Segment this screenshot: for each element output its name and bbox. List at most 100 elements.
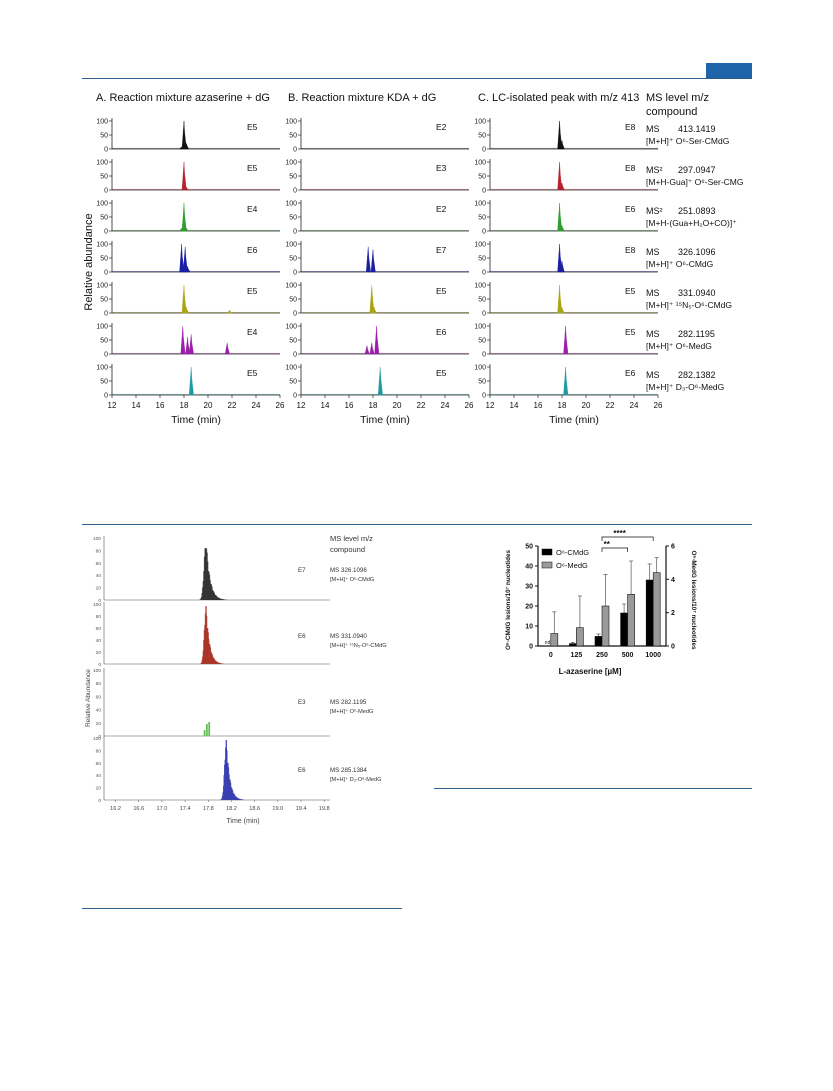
bar-y2-tick-label: 2 <box>671 610 675 617</box>
x-tick-label: 20 <box>204 401 213 410</box>
y-tick-label: 50 <box>100 297 108 304</box>
compound-label: [M+H]⁺ O⁶-CMdG <box>646 259 713 269</box>
chromatogram-peak <box>374 325 380 355</box>
figure-top: A. Reaction mixture azaserine + dG B. Re… <box>0 0 833 440</box>
y-tick-label: 0 <box>104 270 108 277</box>
chromatogram-peak <box>559 140 565 150</box>
y-tick-label: 0 <box>482 188 486 195</box>
y-tick-label: 0 <box>293 393 297 400</box>
left-y-tick-label: 60 <box>96 626 102 632</box>
left-y-tick-label: 60 <box>96 761 102 767</box>
scan-event-label: E4 <box>247 204 258 214</box>
y-tick-label: 50 <box>478 256 486 263</box>
y-tick-label: 100 <box>96 242 108 249</box>
left-peak-bar <box>205 724 208 736</box>
scan-event-label: E5 <box>625 327 636 337</box>
chromatogram-peak <box>563 366 569 396</box>
bar-x-tick-label: 250 <box>596 652 608 659</box>
scan-event-label: E4 <box>247 327 258 337</box>
scan-event-label: E2 <box>436 122 447 132</box>
chromatogram-peak <box>181 161 187 191</box>
y-tick-label: 100 <box>474 242 486 249</box>
left-y-tick-label: 100 <box>93 602 101 608</box>
left-legend-line1: MS level m/z <box>330 534 373 543</box>
scan-event-label: E2 <box>436 204 447 214</box>
compound-label: [M+H]⁺ O⁶-MedG <box>646 341 712 351</box>
x-axis-label: Time (min) <box>549 414 599 426</box>
y-tick-label: 50 <box>289 133 297 140</box>
y-tick-label: 100 <box>96 324 108 331</box>
ms-level: MS <box>646 329 660 339</box>
left-compound: [M+H]⁺ O⁶-MedG <box>330 708 373 715</box>
bar-medg <box>576 627 584 647</box>
chromatogram-peak <box>180 325 186 355</box>
scan-event-label: E6 <box>625 204 636 214</box>
bar-x-axis-label: L-azaserine [µM] <box>559 667 622 676</box>
mz-value: 282.1195 <box>678 329 715 339</box>
y-tick-label: 0 <box>482 311 486 318</box>
left-y-tick-label: 80 <box>96 681 102 687</box>
y-tick-label: 0 <box>293 229 297 236</box>
legend-header-line2: compound <box>646 106 698 118</box>
bar-x-tick-label: 500 <box>622 652 634 659</box>
y-tick-label: 100 <box>96 160 108 167</box>
chromatogram-peak <box>185 265 191 273</box>
ms-level: MS² <box>646 165 663 175</box>
y-tick-label: 0 <box>293 352 297 359</box>
x-tick-label: 14 <box>510 401 519 410</box>
left-y-tick-label: 80 <box>96 614 102 620</box>
y-tick-label: 100 <box>474 283 486 290</box>
y-tick-label: 50 <box>478 338 486 345</box>
scan-event-label: E5 <box>247 163 258 173</box>
y-tick-label: 0 <box>293 270 297 277</box>
y-tick-label: 50 <box>478 133 486 140</box>
bar-y2-tick-label: 6 <box>671 544 675 551</box>
y-tick-label: 50 <box>289 338 297 345</box>
scan-event-label: E6 <box>436 327 447 337</box>
x-tick-label: 12 <box>297 401 306 410</box>
scan-event-label: E8 <box>625 245 636 255</box>
y-tick-label: 100 <box>285 201 297 208</box>
y-tick-label: 50 <box>289 174 297 181</box>
bar-x-tick-label: 0 <box>549 652 553 659</box>
left-y-tick-label: 40 <box>96 638 102 644</box>
x-tick-label: 20 <box>582 401 591 410</box>
chromatogram-peak <box>188 366 194 396</box>
left-y-tick-label: 0 <box>98 798 101 804</box>
bar-chart: O⁶-CMdG lesions/10⁷ nucleotides O⁶-MedG … <box>505 529 697 676</box>
x-tick-label: 18 <box>558 401 567 410</box>
left-x-axis-label: Time (min) <box>226 818 259 825</box>
left-legend-line2: compound <box>330 545 365 554</box>
y-tick-label: 100 <box>96 201 108 208</box>
left-x-tick-label: 17.8 <box>203 806 214 812</box>
left-scan-event: E6 <box>298 767 306 774</box>
y-tick-label: 100 <box>285 242 297 249</box>
y-tick-label: 50 <box>289 379 297 386</box>
bar-medg <box>627 594 635 647</box>
compound-label: [M+H-Gua]⁺ O⁶-Ser-CMG <box>646 177 743 187</box>
compound-label: [M+H]⁺ D₃-O⁶-MedG <box>646 382 724 392</box>
left-column-rule <box>82 908 402 909</box>
y-tick-label: 100 <box>96 119 108 126</box>
y-tick-label: 50 <box>100 133 108 140</box>
y-tick-label: 100 <box>96 283 108 290</box>
significance-bracket <box>601 536 654 541</box>
legend-swatch <box>541 561 553 569</box>
y-tick-label: 0 <box>293 147 297 154</box>
bar-y-tick-label: 40 <box>525 564 533 571</box>
left-scan-event: E6 <box>298 633 306 640</box>
bar-y2-tick-label: 0 <box>671 644 675 651</box>
significance-bracket <box>601 547 628 552</box>
left-y-tick-label: 60 <box>96 694 102 700</box>
y-tick-label: 0 <box>482 352 486 359</box>
x-axis-label: Time (min) <box>360 414 410 426</box>
figure-bar-chart: O⁶-CMdG lesions/10⁷ nucleotides O⁶-MedG … <box>500 529 700 680</box>
scan-event-label: E7 <box>436 245 447 255</box>
ms-level: MS <box>646 124 660 134</box>
y-tick-label: 100 <box>474 324 486 331</box>
y-tick-label: 50 <box>478 297 486 304</box>
chromatogram-peak <box>559 224 565 232</box>
bar-x-tick-label: 1000 <box>645 652 661 659</box>
left-y-tick-label: 40 <box>96 708 102 714</box>
x-tick-label: 22 <box>606 401 615 410</box>
